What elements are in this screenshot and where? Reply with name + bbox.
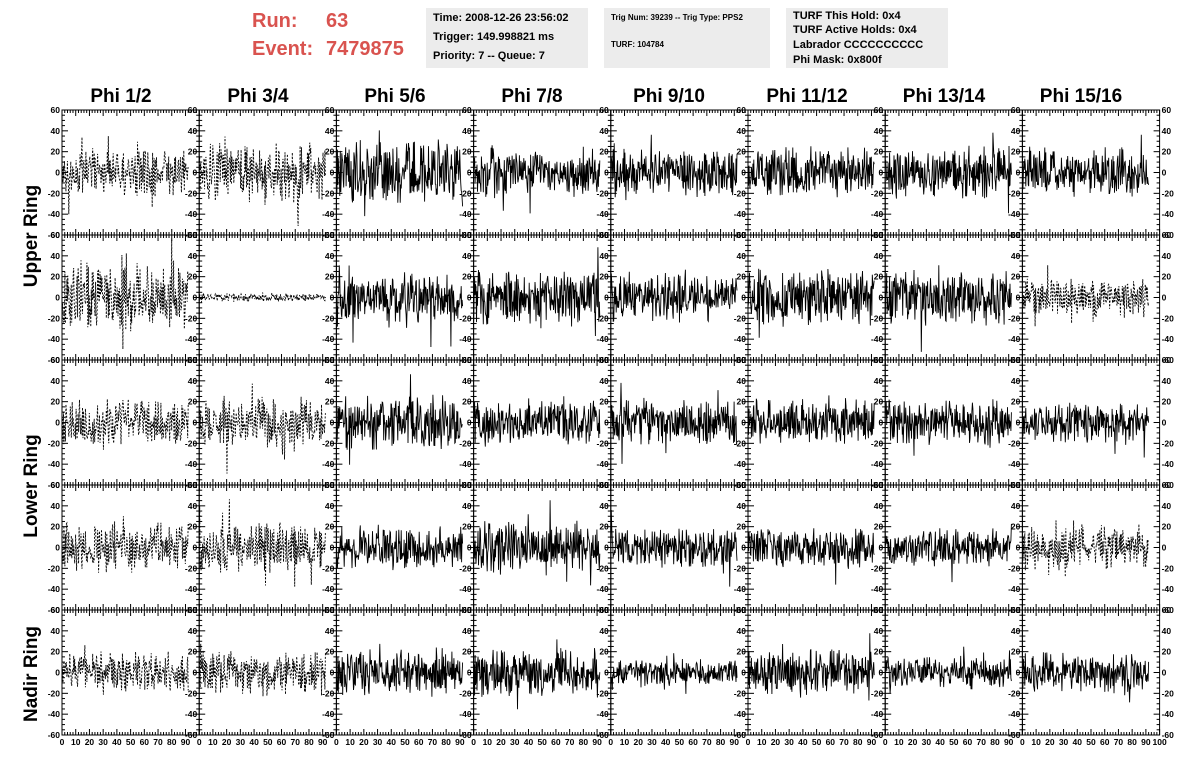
turf-text: TURF: 104784 xyxy=(611,40,664,49)
event-line: Event: 7479875 xyxy=(252,38,404,61)
panel-frame xyxy=(61,234,200,361)
waveform-line-solid xyxy=(335,130,464,217)
waveform-line-solid xyxy=(473,145,601,214)
phi-mask-text: Phi Mask: 0x800f xyxy=(793,54,882,66)
column-header-phi-3-4: Phi 3/4 xyxy=(227,86,289,107)
waveform-line-solid xyxy=(884,399,1012,456)
panel-frame xyxy=(198,484,337,611)
event-label: Event: xyxy=(252,38,314,60)
waveform-line-solid xyxy=(610,382,738,464)
waveform-line-solid xyxy=(747,146,875,198)
column-header-phi-15-16: Phi 15/16 xyxy=(1039,86,1123,107)
run-event-block: Run: 63 Event: 7479875 xyxy=(252,8,422,66)
waveform-line-solid xyxy=(610,269,738,323)
panel-frame xyxy=(61,609,200,736)
run-label: Run: xyxy=(252,10,298,32)
waveform-line-dotted xyxy=(1021,265,1150,327)
waveform-line-dotted xyxy=(198,292,326,303)
waveform-line-solid xyxy=(610,134,738,201)
waveform-line-dotted xyxy=(198,136,326,227)
waveform-line-solid xyxy=(884,132,1012,214)
time-info-box: Time: 2008-12-26 23:56:02 Trigger: 149.9… xyxy=(426,8,588,68)
waveform-line-solid xyxy=(335,265,464,348)
waveform-line-solid xyxy=(335,374,463,465)
waveform-line-dotted xyxy=(61,136,189,215)
waveform-line-solid xyxy=(473,500,601,586)
turf-active-holds: TURF Active Holds: 0x4 xyxy=(793,24,917,36)
run-value: 63 xyxy=(326,10,349,32)
labrador-text: Labrador CCCCCCCCCC xyxy=(793,39,924,51)
waveform-line-solid xyxy=(473,247,601,337)
turf-this-hold: TURF This Hold: 0x4 xyxy=(793,10,901,22)
waveform-line-solid xyxy=(1021,402,1150,458)
waveform-line-dotted xyxy=(1021,520,1150,577)
column-header-phi-13-14: Phi 13/14 xyxy=(902,86,986,107)
waveform-line-solid xyxy=(747,268,875,338)
panel-frame xyxy=(1021,484,1161,611)
column-header-phi-9-10: Phi 9/10 xyxy=(633,86,705,107)
turf-info-box: TURF This Hold: 0x4 TURF Active Holds: 0… xyxy=(786,8,948,68)
trigger-info-box: Trig Num: 39239 -- Trig Type: PPS2 TURF:… xyxy=(604,8,770,68)
waveform-line-dotted xyxy=(198,499,326,587)
waveform-line-dotted xyxy=(61,399,189,450)
waveform-line-solid xyxy=(884,265,1012,352)
priority-text: Priority: 7 -- Queue: 7 xyxy=(433,50,545,62)
waveform-line-dotted xyxy=(198,383,326,474)
time-text: Time: 2008-12-26 23:56:02 xyxy=(433,12,569,24)
waveform-line-solid xyxy=(473,396,601,447)
waveform-line-dotted xyxy=(61,239,189,350)
waveform-line-solid xyxy=(610,509,738,587)
column-header-phi-7-8: Phi 7/8 xyxy=(501,86,563,107)
event-value: 7479875 xyxy=(326,38,404,60)
trigger-text: Trigger: 149.998821 ms xyxy=(433,31,555,43)
column-header-phi-11-12: Phi 11/12 xyxy=(766,86,848,107)
run-line: Run: 63 xyxy=(252,10,348,33)
waveform-line-solid xyxy=(1021,134,1150,197)
column-header-phi-1-2: Phi 1/2 xyxy=(90,86,152,107)
waveform-line-solid xyxy=(747,528,875,585)
waveform-line-solid xyxy=(884,523,1012,583)
waveform-line-solid xyxy=(335,524,464,571)
column-header-phi-5-6: Phi 5/6 xyxy=(364,86,426,107)
waveform-line-dotted xyxy=(61,516,189,573)
trig-num-text: Trig Num: 39239 -- Trig Type: PPS2 xyxy=(611,13,743,22)
waveform-line-solid xyxy=(747,395,875,444)
